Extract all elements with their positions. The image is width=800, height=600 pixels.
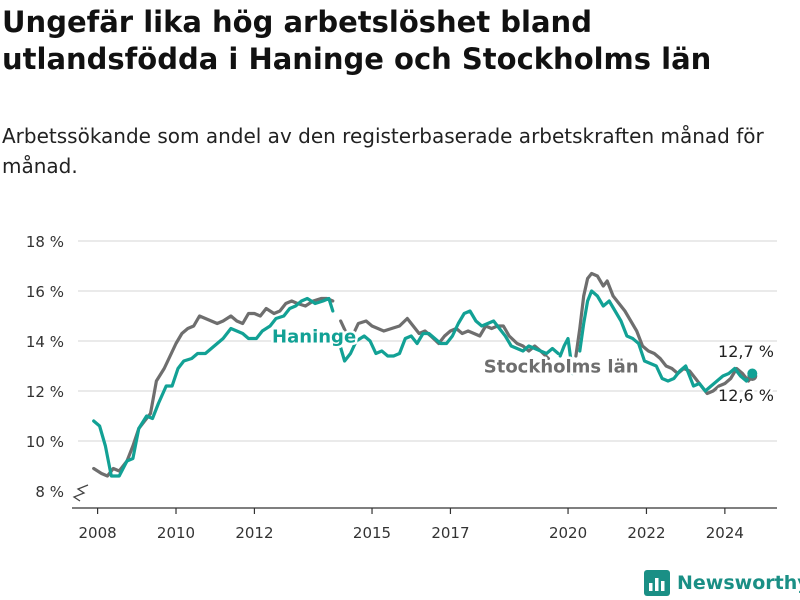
axes: 8 % 10 % 12 % 14 % 16 % 18 % 2008 2010 2012 2015 2…: [26, 233, 777, 542]
y-tick-label: 16 %: [26, 283, 64, 301]
series-lines: [92, 271, 758, 478]
y-tick-label: 14 %: [26, 333, 64, 351]
series-end-dot: [747, 368, 758, 379]
series-label-stockholms-lan-halo: Stockholms län: [484, 356, 639, 377]
end-label-stockholms-lan: 12,6 %: [718, 386, 774, 405]
axis-break-icon: [72, 484, 89, 502]
newsworthy-logo-text: Newsworthy: [677, 572, 800, 594]
series-line-haninge: [92, 289, 754, 478]
y-tick-label: 10 %: [26, 433, 64, 451]
x-tick-label: 2024: [706, 524, 744, 542]
x-tick-label: 2010: [157, 524, 195, 542]
x-tick-label: 2008: [79, 524, 117, 542]
newsworthy-logo: Newsworthy: [644, 568, 800, 598]
series-label-stockholms-lan: Stockholms län: [484, 356, 639, 377]
y-tick-label: 12 %: [26, 383, 64, 401]
grid-lines: [78, 240, 777, 442]
series-label-haninge-halo: Haninge: [272, 326, 356, 347]
y-tick-label: 18 %: [26, 233, 64, 251]
chart-title: Ungefär lika hög arbetslöshet bland utla…: [2, 5, 712, 76]
end-label-haninge: 12,7 %: [718, 342, 774, 361]
line-chart: 8 % 10 % 12 % 14 % 16 % 18 % 2008 2010 2012 2015 2…: [26, 233, 777, 542]
x-tick-label: 2012: [235, 524, 273, 542]
x-tick-label: 2017: [431, 524, 469, 542]
x-tick-label: 2015: [353, 524, 391, 542]
series-line-stockholms-lan: [92, 271, 754, 478]
x-tick-label: 2020: [549, 524, 587, 542]
newsworthy-logo-icon: [644, 570, 670, 596]
chart-subtitle: Arbetssökande som andel av den registerb…: [2, 124, 764, 178]
x-tick-label: 2022: [627, 524, 665, 542]
end-label-haninge-halo: 12,7 %: [718, 342, 774, 361]
series-label-haninge: Haninge: [272, 326, 356, 347]
end-label-stockholms-lan-halo: 12,6 %: [718, 386, 774, 405]
y-tick-label: 8 %: [35, 483, 64, 501]
